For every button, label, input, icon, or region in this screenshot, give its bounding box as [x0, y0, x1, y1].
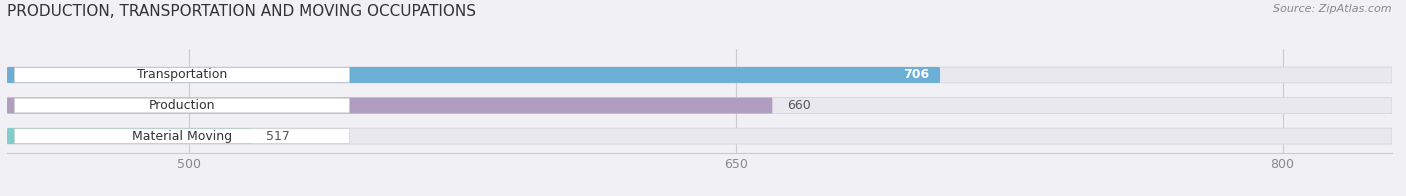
FancyBboxPatch shape: [7, 67, 1392, 83]
FancyBboxPatch shape: [7, 98, 1392, 113]
Text: Material Moving: Material Moving: [132, 130, 232, 142]
FancyBboxPatch shape: [14, 98, 350, 113]
Text: 517: 517: [266, 130, 290, 142]
FancyBboxPatch shape: [7, 128, 252, 144]
FancyBboxPatch shape: [14, 68, 350, 82]
FancyBboxPatch shape: [7, 98, 772, 113]
Text: 660: 660: [787, 99, 811, 112]
FancyBboxPatch shape: [14, 129, 350, 143]
Text: Production: Production: [149, 99, 215, 112]
FancyBboxPatch shape: [7, 67, 941, 83]
Text: Source: ZipAtlas.com: Source: ZipAtlas.com: [1274, 4, 1392, 14]
Text: 706: 706: [903, 68, 929, 82]
Text: Transportation: Transportation: [136, 68, 228, 82]
FancyBboxPatch shape: [7, 128, 1392, 144]
Text: PRODUCTION, TRANSPORTATION AND MOVING OCCUPATIONS: PRODUCTION, TRANSPORTATION AND MOVING OC…: [7, 4, 477, 19]
